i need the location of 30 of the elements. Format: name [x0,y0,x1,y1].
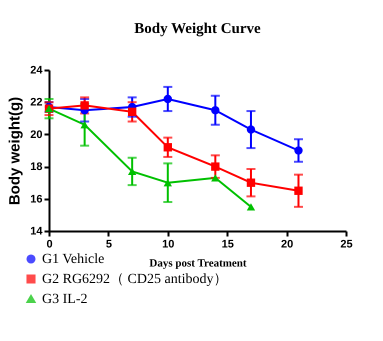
x-tick-label: 15 [222,238,234,250]
point [246,125,256,134]
point [80,121,89,128]
chart-title: Body Weight Curve [134,21,262,37]
point [246,178,256,187]
x-axis-title: Days post Treatment [149,258,247,270]
y-tick-label: 20 [30,128,42,141]
point [211,162,220,171]
y-axis-title: Body weight(g) [6,96,24,206]
point [294,186,303,195]
point [128,108,136,116]
point [294,146,303,155]
point [80,101,89,110]
point [164,94,172,104]
y-tick-label: 18 [30,161,42,174]
legend-label: G1 Vehicle [42,252,104,267]
legend-label: G2 RG6292（ CD25 antibody） [42,272,228,287]
x-tick-label: 0 [46,238,53,250]
x-tick-label: 5 [106,238,112,250]
x-tick-label: 25 [340,238,353,250]
legend-label: G3 IL-2 [42,292,88,307]
point [246,203,256,210]
y-tick-label: 24 [30,64,44,76]
y-tick-label: 16 [30,193,42,206]
y-tick-label: 14 [30,226,44,238]
point [211,106,220,114]
x-tick-label: 10 [162,238,174,250]
point [164,143,172,152]
x-tick-label: 20 [280,238,294,250]
y-tick-label: 22 [30,96,42,109]
